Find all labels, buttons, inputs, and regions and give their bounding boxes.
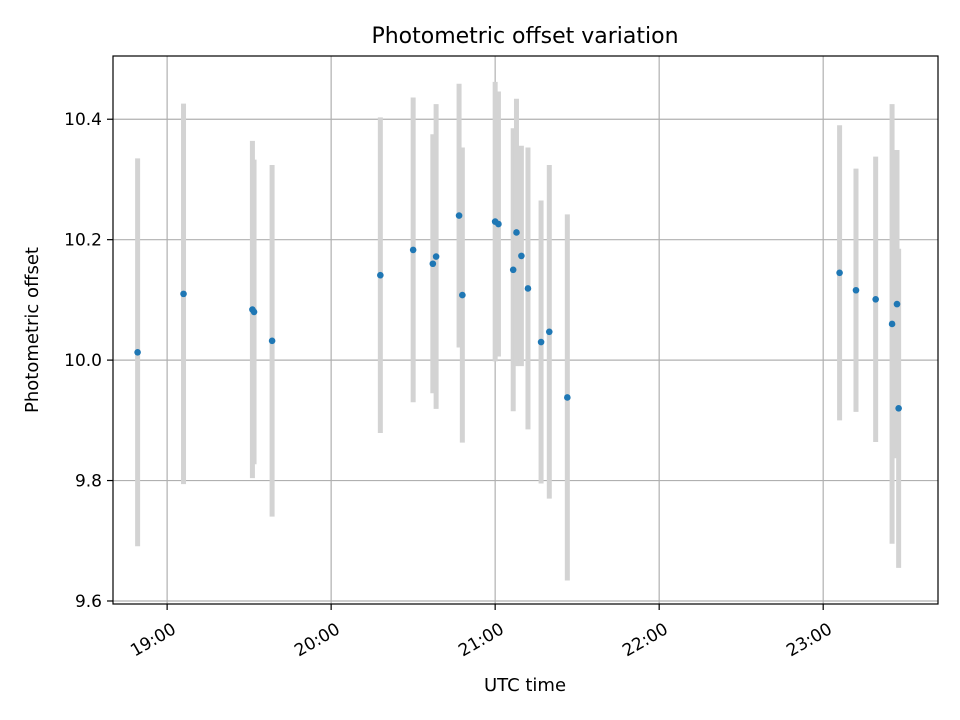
x-axis-label: UTC time	[484, 675, 566, 696]
data-point	[180, 290, 187, 298]
data-point	[377, 271, 384, 279]
errorbar-layer	[135, 81, 902, 581]
data-point	[409, 246, 417, 254]
x-tick-label: 22:00	[619, 619, 671, 661]
data-point	[545, 328, 553, 336]
data-point	[537, 338, 545, 346]
plot-frame	[112, 55, 939, 605]
y-tick-label: 9.6	[75, 592, 102, 612]
y-tick-label: 9.8	[75, 472, 102, 492]
data-point	[513, 229, 520, 236]
data-point	[495, 220, 502, 228]
data-point	[564, 394, 571, 401]
y-axis-label: Photometric offset	[22, 247, 43, 413]
data-point	[888, 320, 896, 328]
data-point	[134, 348, 141, 356]
x-tick-label: 23:00	[783, 619, 835, 661]
data-point	[872, 295, 879, 303]
point-layer	[134, 212, 902, 412]
data-point	[852, 286, 860, 294]
chart-title: Photometric offset variation	[371, 24, 678, 49]
data-point	[459, 291, 466, 299]
data-point	[524, 285, 532, 292]
data-point	[455, 212, 463, 219]
data-point	[432, 253, 440, 260]
y-tick-label: 10.2	[64, 231, 102, 251]
x-tick-label: 21:00	[455, 619, 507, 661]
tick-layer: 19:00 20:00 21:00 22:00 23:00 9.6 9.8 10.0 10.2 1…	[64, 110, 836, 661]
data-point	[268, 337, 276, 345]
x-tick-label: 20:00	[291, 619, 343, 661]
y-tick-label: 10.4	[64, 110, 102, 130]
data-point	[893, 300, 901, 308]
data-point	[836, 269, 843, 277]
data-point	[509, 266, 517, 274]
y-tick-label: 10.0	[64, 351, 102, 371]
data-point	[895, 404, 902, 412]
x-tick-label: 19:00	[127, 619, 179, 661]
data-point	[429, 260, 437, 268]
data-point	[518, 252, 525, 260]
data-point	[250, 308, 258, 316]
